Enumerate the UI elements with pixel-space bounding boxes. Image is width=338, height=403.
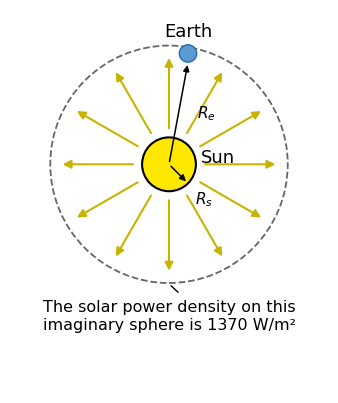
Text: The solar power density on this
imaginary sphere is 1370 W/m²: The solar power density on this imaginar… [43, 301, 295, 333]
Text: Sun: Sun [201, 149, 235, 167]
Circle shape [142, 137, 196, 191]
Circle shape [179, 45, 197, 62]
Text: $R_s$: $R_s$ [195, 191, 213, 209]
Text: Earth: Earth [164, 23, 212, 41]
Text: $R_e$: $R_e$ [197, 104, 215, 123]
